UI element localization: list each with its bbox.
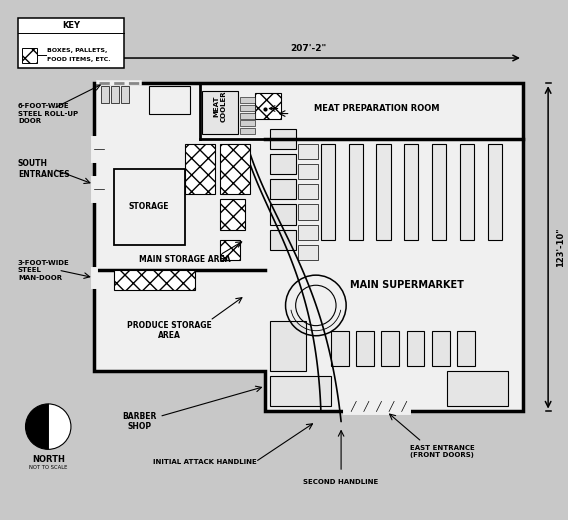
Text: MEAT
COOLER: MEAT COOLER xyxy=(214,90,227,122)
Text: EAST ENTRANCE
(FRONT DOORS): EAST ENTRANCE (FRONT DOORS) xyxy=(410,446,474,459)
Bar xyxy=(202,91,237,134)
Bar xyxy=(432,144,446,240)
Bar xyxy=(270,154,296,174)
Bar xyxy=(270,204,296,225)
Text: NORTH: NORTH xyxy=(32,456,65,464)
Bar xyxy=(298,144,319,159)
Text: MAIN STORAGE AREA: MAIN STORAGE AREA xyxy=(139,255,231,265)
Bar xyxy=(298,184,319,199)
Bar xyxy=(240,120,255,126)
Bar xyxy=(432,331,450,366)
Bar xyxy=(270,179,296,199)
Text: MAIN SUPERMARKET: MAIN SUPERMARKET xyxy=(350,280,463,290)
Bar xyxy=(457,331,475,366)
Text: SOUTH
ENTRANCES: SOUTH ENTRANCES xyxy=(18,159,69,179)
Bar xyxy=(220,240,240,260)
FancyBboxPatch shape xyxy=(18,18,124,68)
Bar xyxy=(407,331,424,366)
Text: NOT TO SCALE: NOT TO SCALE xyxy=(29,464,68,470)
Bar xyxy=(270,376,331,407)
Text: 123'-10": 123'-10" xyxy=(556,228,565,267)
Text: STORAGE: STORAGE xyxy=(129,202,169,212)
Bar xyxy=(460,144,474,240)
Text: PRODUCE STORAGE
AREA: PRODUCE STORAGE AREA xyxy=(127,321,212,341)
Text: 3-FOOT-WIDE
STEEL
MAN-DOOR: 3-FOOT-WIDE STEEL MAN-DOOR xyxy=(18,259,70,281)
Text: BARBER
SHOP: BARBER SHOP xyxy=(122,412,156,431)
Bar xyxy=(270,321,306,371)
Bar xyxy=(298,204,319,219)
Text: BOXES, PALLETS,: BOXES, PALLETS, xyxy=(47,48,107,53)
Bar xyxy=(240,105,255,111)
Bar xyxy=(298,245,319,260)
Text: 6-FOOT-WIDE
STEEL ROLL-UP
DOOR: 6-FOOT-WIDE STEEL ROLL-UP DOOR xyxy=(18,103,78,124)
Bar xyxy=(114,270,195,290)
Bar xyxy=(270,230,296,250)
Bar xyxy=(298,225,319,240)
Bar xyxy=(240,128,255,134)
Bar xyxy=(122,86,129,103)
Bar xyxy=(185,144,215,194)
Bar xyxy=(270,129,296,149)
Text: MEAT PREPARATION ROOM: MEAT PREPARATION ROOM xyxy=(314,104,439,113)
Bar xyxy=(404,144,419,240)
Wedge shape xyxy=(48,404,71,449)
Bar xyxy=(149,86,190,113)
Bar xyxy=(255,94,281,119)
Bar xyxy=(101,86,109,103)
Text: FOOD ITEMS, ETC.: FOOD ITEMS, ETC. xyxy=(47,57,111,61)
Bar xyxy=(220,199,245,230)
Bar xyxy=(349,144,363,240)
Bar xyxy=(321,144,335,240)
Text: 207'-2": 207'-2" xyxy=(290,44,327,53)
Text: KEY: KEY xyxy=(62,21,80,30)
Bar xyxy=(331,331,349,366)
Bar xyxy=(220,144,250,194)
Bar xyxy=(356,331,374,366)
Bar xyxy=(298,164,319,179)
Wedge shape xyxy=(26,404,48,449)
Bar xyxy=(240,112,255,119)
Bar xyxy=(382,331,399,366)
Polygon shape xyxy=(94,83,523,411)
Bar xyxy=(111,86,119,103)
Bar xyxy=(377,144,391,240)
Bar xyxy=(114,169,185,245)
Bar xyxy=(487,144,502,240)
Bar xyxy=(240,97,255,103)
Text: INITIAL ATTACK HANDLINE: INITIAL ATTACK HANDLINE xyxy=(153,459,257,465)
Bar xyxy=(447,371,508,407)
Bar xyxy=(22,48,37,63)
Text: SECOND HANDLINE: SECOND HANDLINE xyxy=(303,479,379,485)
